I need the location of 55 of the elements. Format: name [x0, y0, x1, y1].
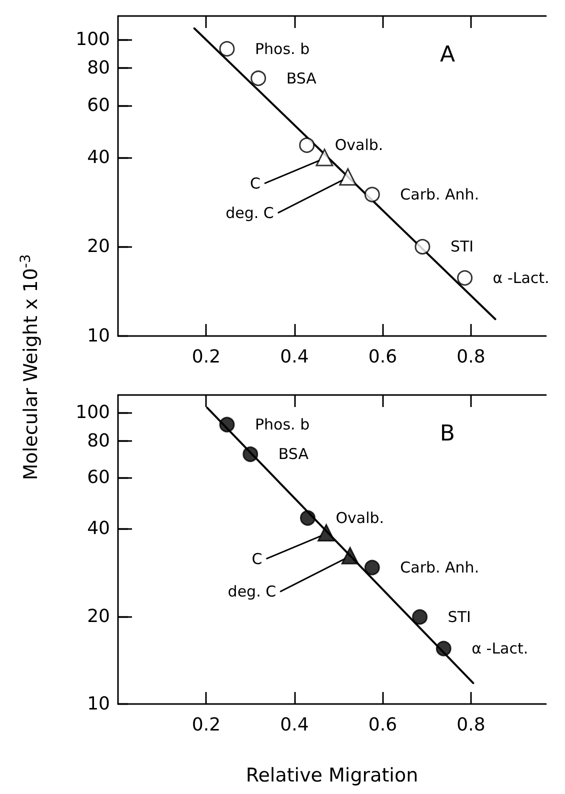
x-tick-label: 0.8 — [456, 714, 486, 736]
annotation: C — [250, 174, 260, 192]
annotation: Carb. Anh. — [400, 186, 480, 204]
y-tick-label: 60 — [87, 94, 110, 116]
y-tick-label: 80 — [87, 58, 110, 79]
annotation: BSA — [278, 445, 310, 464]
point — [457, 270, 473, 286]
y-tick-label: 10 — [87, 694, 110, 714]
annotation: STI — [448, 608, 471, 626]
annotation: Carb. Anh. — [400, 558, 480, 577]
x-tick-label: 0.2 — [192, 346, 221, 368]
y-tick-label: 20 — [87, 606, 110, 627]
point — [436, 640, 452, 656]
point — [242, 446, 258, 462]
x-tick-label: 0.2 — [192, 714, 221, 736]
x-axis-title: Relative Migration — [246, 764, 418, 786]
y-tick-label: 40 — [87, 146, 110, 168]
point — [364, 560, 380, 576]
annotation: BSA — [286, 69, 318, 88]
annotation: Phos. b — [254, 40, 310, 58]
point — [299, 137, 315, 153]
annotation: Ovalb. — [334, 136, 384, 154]
x-tick-label: 0.8 — [456, 346, 486, 368]
point — [316, 148, 334, 166]
y-tick-label: 40 — [87, 518, 110, 540]
y-tick-label: 60 — [87, 466, 110, 488]
x-tick-label: 0.4 — [280, 346, 309, 368]
annotation: STI — [450, 238, 474, 256]
y-tick-label: 100 — [76, 402, 110, 424]
point — [414, 238, 430, 254]
x-tick-label: 0.4 — [280, 714, 309, 736]
annotation: Phos. b — [254, 416, 310, 434]
y-tick-label: 100 — [76, 28, 110, 50]
point — [250, 70, 266, 86]
y-tick-label: 20 — [87, 236, 110, 258]
y-tick-label: 10 — [87, 326, 110, 346]
annotation: α -Lact. — [492, 268, 550, 287]
annotation: deg. C — [228, 582, 276, 601]
annotation: C — [252, 550, 262, 568]
point — [300, 510, 316, 526]
x-tick-label: 0.6 — [368, 714, 398, 736]
y-tick-label: 80 — [87, 430, 110, 452]
annotation: A — [440, 42, 456, 68]
point — [318, 524, 336, 542]
point — [219, 41, 235, 57]
annotation: deg. C — [226, 204, 274, 222]
point — [341, 546, 359, 564]
point — [339, 168, 357, 186]
point — [412, 609, 428, 625]
annotation: B — [440, 422, 455, 446]
point — [364, 186, 380, 202]
point — [219, 416, 235, 432]
x-tick-label: 0.6 — [368, 346, 398, 368]
annotation: α -Lact. — [472, 640, 528, 658]
annotation: Ovalb. — [336, 508, 384, 527]
